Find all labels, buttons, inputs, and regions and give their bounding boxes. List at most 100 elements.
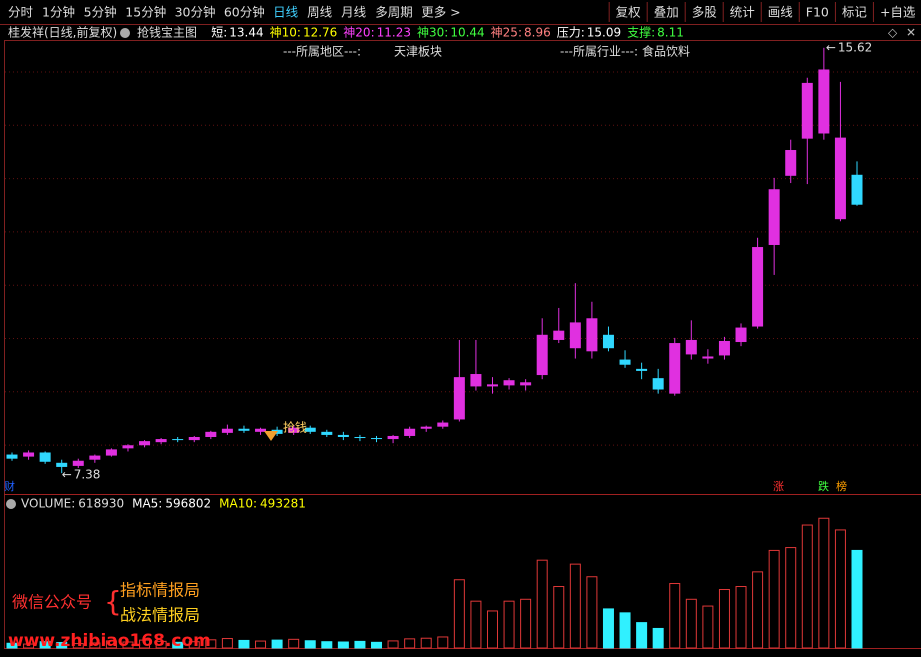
candle-body [652, 378, 664, 390]
period-tab[interactable]: 周线 [307, 5, 333, 20]
volume-bar [387, 640, 399, 649]
candle-body [255, 428, 267, 432]
volume-bar [139, 639, 151, 649]
period-tab[interactable]: 30分钟 [175, 5, 216, 20]
volume-bar [602, 608, 614, 649]
volume-bar [685, 598, 697, 649]
badge[interactable]: 跌 [818, 479, 829, 493]
period-tab[interactable]: 分时 [8, 5, 34, 20]
candle-body [23, 452, 35, 457]
volume-bar [337, 641, 349, 649]
tool-button[interactable]: 标记 [842, 5, 868, 20]
dropdown-icon[interactable] [6, 499, 16, 509]
volume-bar [669, 583, 681, 649]
tool-button[interactable]: F10 [806, 5, 829, 20]
diamond-icon[interactable]: ◇ [888, 26, 898, 40]
legend-value: 15.09 [587, 26, 621, 40]
volume-bar [288, 638, 300, 649]
volume-bar [255, 640, 267, 649]
legend-name: 神20: [343, 26, 374, 40]
candle-body [172, 439, 184, 441]
volume-bar [39, 641, 51, 649]
candle-body [420, 426, 432, 429]
volume-label: VOLUME: [21, 497, 75, 511]
period-tab[interactable]: 更多 > [421, 5, 460, 20]
candle-body [801, 82, 813, 139]
legend-value: 12.76 [303, 26, 337, 40]
dropdown-icon[interactable] [120, 28, 130, 38]
candle-body [752, 247, 764, 327]
volume-bar [768, 549, 780, 649]
legend-value: 8.96 [524, 26, 551, 40]
period-tab[interactable]: 15分钟 [125, 5, 166, 20]
candle-body [387, 435, 399, 440]
industry-label: ---所属行业---: [560, 45, 638, 59]
volume-bar [818, 517, 830, 649]
tool-button[interactable]: +自选 [880, 5, 916, 20]
watermark: www.zhibiao168.com [8, 631, 211, 651]
tool-button[interactable]: 统计 [730, 5, 755, 20]
volume-bar [586, 576, 598, 649]
volume-bar [834, 529, 846, 649]
candle-body [238, 428, 250, 431]
candle-body [122, 445, 134, 449]
indicator-name: 抢钱宝主图 [137, 25, 197, 40]
candle-body [337, 434, 349, 437]
legend-name: 支撑: [627, 25, 655, 40]
candle-body [619, 359, 631, 365]
volume-bar [851, 549, 863, 649]
tool-button[interactable]: 多股 [692, 5, 718, 20]
period-tab[interactable]: 5分钟 [84, 5, 117, 20]
close-icon[interactable]: ✕ [906, 26, 916, 40]
candle-body [735, 327, 747, 343]
candle-body [785, 150, 797, 176]
volume-bar [321, 641, 333, 649]
volume-bar [371, 641, 383, 649]
volume-bar [702, 605, 714, 649]
high-arrow: ← [826, 40, 836, 54]
volume-bar [271, 639, 283, 649]
candle-body [371, 438, 383, 440]
candle-body [520, 382, 532, 386]
candle-body [834, 137, 846, 220]
volume-bar [6, 642, 18, 649]
candle-body [188, 436, 200, 441]
badge[interactable]: 榜 [836, 479, 847, 493]
tool-button[interactable]: 画线 [768, 5, 794, 20]
candle-body [56, 462, 68, 467]
period-tab[interactable]: 月线 [341, 5, 367, 20]
volume-bar [801, 524, 813, 649]
period-tab[interactable]: 1分钟 [42, 5, 75, 20]
tool-button[interactable]: 复权 [616, 5, 642, 20]
candle-body [536, 334, 548, 376]
low-arrow: ← [62, 468, 72, 482]
candle-body [304, 427, 316, 432]
candle-body [569, 322, 581, 349]
candle-body [685, 339, 697, 355]
volume-value: 618930 [78, 497, 124, 511]
volume-bar [536, 559, 548, 649]
region: 天津板块 [394, 45, 442, 59]
period-tab[interactable]: 多周期 [375, 5, 413, 20]
candle-body [818, 69, 830, 134]
candle-body [205, 431, 217, 437]
volume-bar [735, 586, 747, 649]
volume-bar [437, 636, 449, 649]
candle-body [553, 330, 565, 340]
volume-bar [205, 639, 217, 649]
period-tab[interactable]: 60分钟 [224, 5, 265, 20]
candle-body [6, 454, 18, 459]
legend-value: 13.44 [229, 26, 263, 40]
period-tab[interactable]: 日线 [273, 5, 299, 20]
legend-name: 短: [211, 26, 227, 40]
badge[interactable]: 财 [4, 479, 15, 493]
volume-ma-name: MA10: [219, 497, 257, 511]
legend-name: 神10: [270, 26, 301, 40]
candle-body [105, 449, 117, 456]
badge[interactable]: 涨 [773, 480, 784, 493]
volume-bar [172, 641, 184, 649]
tool-button[interactable]: 叠加 [654, 5, 679, 20]
candle-body [453, 377, 465, 420]
